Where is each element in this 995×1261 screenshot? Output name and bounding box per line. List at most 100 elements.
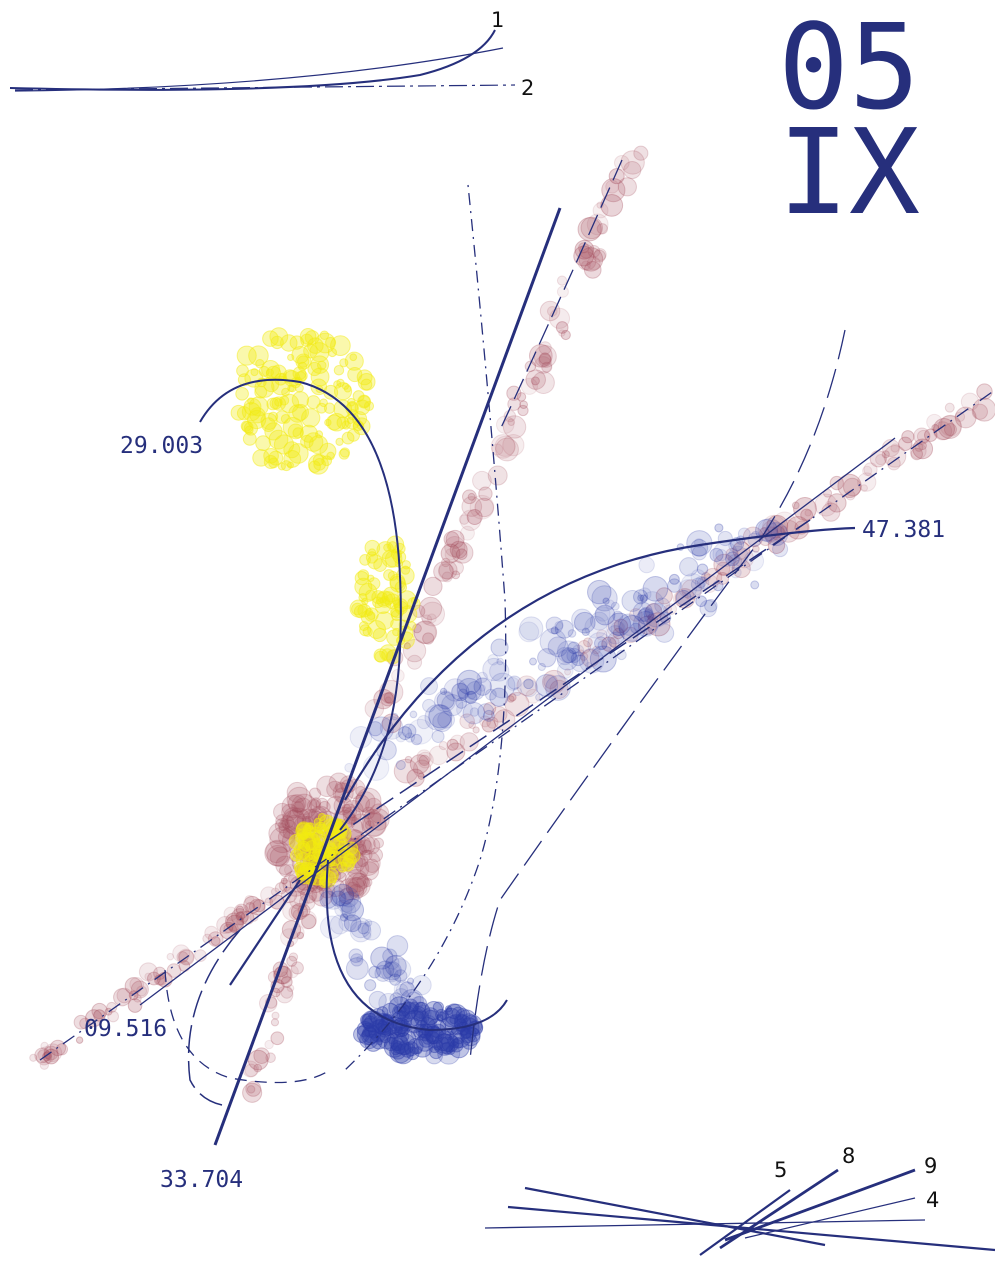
energy-deposit <box>361 379 372 390</box>
energy-deposit <box>254 1048 270 1064</box>
energy-deposit <box>288 354 294 360</box>
energy-deposit <box>388 542 396 550</box>
energy-deposit <box>374 559 387 572</box>
energy-deposit <box>342 432 354 444</box>
energy-deposit <box>245 426 253 434</box>
energy-deposit <box>282 804 298 820</box>
energy-deposit <box>508 419 515 426</box>
energy-deposit <box>276 986 292 1002</box>
energy-deposit <box>415 1047 422 1054</box>
energy-deposit <box>611 602 619 610</box>
energy-deposit <box>316 431 323 438</box>
energy-deposit <box>440 688 446 694</box>
energy-deposit <box>557 286 568 297</box>
energy-deposit <box>320 916 343 939</box>
energy-deposit <box>246 1081 261 1096</box>
track <box>15 48 503 91</box>
energy-deposit <box>432 730 444 742</box>
energy-deposit <box>293 404 309 420</box>
energy-deposit <box>423 699 436 712</box>
energy-deposit <box>410 711 417 718</box>
track <box>15 85 515 90</box>
energy-deposit <box>309 436 327 454</box>
page: 05 IX {"title": {"line1": "05", "line2":… <box>0 0 995 1261</box>
energy-deposit <box>282 388 290 396</box>
energy-deposit <box>272 1012 279 1019</box>
energy-deposit <box>639 557 654 572</box>
energy-deposit <box>340 448 349 457</box>
energy-deposit <box>488 655 499 666</box>
energy-deposit <box>251 369 258 376</box>
energy-deposit <box>557 276 566 285</box>
energy-deposit <box>556 322 568 334</box>
energy-deposit <box>715 524 723 532</box>
energy-deposit <box>364 932 371 939</box>
energy-deposit <box>441 544 460 563</box>
energy-deposit <box>326 415 341 430</box>
energy-deposit <box>396 984 407 995</box>
energy-deposit <box>634 590 648 604</box>
energy-deposit <box>548 637 568 657</box>
energy-deposit <box>805 510 811 516</box>
energy-deposit <box>245 1064 257 1076</box>
energy-deposit <box>280 396 289 405</box>
energy-deposit <box>843 478 861 496</box>
energy-deposit <box>385 1028 392 1035</box>
energy-deposit <box>536 694 543 701</box>
energy-deposit <box>555 622 563 630</box>
energy-deposit <box>30 1054 37 1061</box>
energy-deposit <box>389 974 400 985</box>
energy-deposit <box>945 403 954 412</box>
energy-deposit <box>167 953 174 960</box>
energy-deposit <box>376 591 392 607</box>
energy-deposit <box>311 368 329 386</box>
energy-deposit <box>320 399 328 407</box>
energy-deposit <box>289 385 296 392</box>
energy-deposit <box>237 365 249 377</box>
energy-deposit <box>348 367 362 381</box>
energy-deposit <box>432 1024 446 1038</box>
energy-deposit <box>460 510 480 530</box>
clouds <box>30 146 995 1102</box>
energy-deposit <box>479 487 492 500</box>
energy-deposit <box>313 455 324 466</box>
energy-deposit <box>596 607 610 621</box>
energy-deposit <box>542 362 552 372</box>
energy-deposit <box>613 611 623 621</box>
energy-deposit <box>615 155 630 170</box>
energy-deposit <box>312 831 325 844</box>
energy-deposit <box>105 1008 112 1015</box>
energy-deposit <box>692 546 706 560</box>
energy-deposit <box>270 328 288 346</box>
energy-deposit <box>363 813 385 835</box>
track-number: 5 <box>774 1158 787 1182</box>
energy-deposit <box>530 658 537 665</box>
energy-deposit <box>697 564 707 574</box>
energy-deposit <box>414 622 436 644</box>
energy-deposit <box>394 1027 402 1035</box>
energy-deposit <box>269 823 290 844</box>
energy-deposit <box>402 724 416 738</box>
energy-deposit <box>396 760 405 769</box>
energy-deposit <box>572 609 593 630</box>
energy-deposit <box>751 581 759 589</box>
energy-deposit <box>362 850 372 860</box>
energy-deposit <box>291 962 303 974</box>
body: 05 IX 29.003 47.381 09.516 33.704 1 2 5 … <box>0 0 995 1261</box>
energy-deposit <box>571 652 585 666</box>
energy-deposit <box>309 788 320 799</box>
title-line: IX <box>778 103 920 241</box>
energy-deposit <box>374 838 384 848</box>
energy-deposit <box>391 1046 400 1055</box>
poster: 05 IX 29.003 47.381 09.516 33.704 1 2 5 … <box>0 0 995 1261</box>
energy-deposit <box>927 414 942 429</box>
energy-deposit <box>145 973 152 980</box>
energy-deposit <box>262 360 280 378</box>
energy-deposit <box>424 577 442 595</box>
energy-deposit <box>337 894 356 913</box>
energy-deposit <box>466 682 484 700</box>
energy-deposit <box>365 608 378 621</box>
energy-deposit <box>538 663 545 670</box>
energy-deposit <box>334 366 343 375</box>
energy-deposit <box>76 1037 82 1043</box>
